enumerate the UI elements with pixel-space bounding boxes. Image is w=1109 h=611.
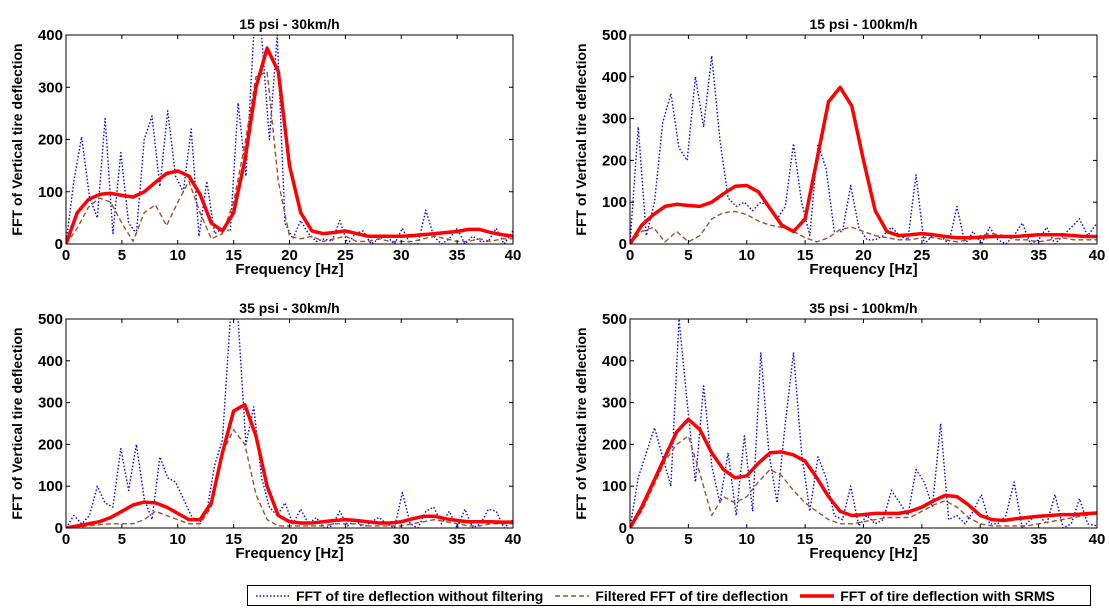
x-tick-label: 10 [169, 531, 186, 548]
y-tick-label: 200 [38, 132, 63, 149]
x-tick-label: 25 [914, 247, 931, 264]
x-tick-label: 20 [855, 531, 872, 548]
y-tick-label: 300 [602, 395, 627, 412]
legend: FFT of tire deflection without filtering… [247, 585, 1091, 606]
y-tick-label: 300 [38, 79, 63, 96]
x-tick-label: 15 [225, 247, 242, 264]
y-tick-label: 500 [38, 311, 63, 328]
y-tick-label: 100 [38, 478, 63, 495]
y-tick-label: 0 [55, 236, 63, 253]
x-tick-label: 40 [1089, 247, 1106, 264]
y-tick-label: 0 [55, 520, 63, 537]
series-line-srms [630, 85, 1097, 244]
series-line-unfiltered [630, 319, 1097, 528]
x-tick-label: 0 [62, 531, 70, 548]
series-line-filtered [630, 435, 1097, 528]
series-line-filtered [630, 210, 1097, 244]
y-tick-label: 100 [38, 184, 63, 201]
series-line-unfiltered [630, 55, 1097, 244]
legend-entry-filtered: Filtered FFT of tire deflection [555, 588, 788, 604]
x-tick-label: 15 [797, 247, 814, 264]
chart-title: 15 psi - 100km/h [809, 16, 917, 32]
plot-frame [65, 34, 514, 245]
y-tick-label: 0 [619, 520, 627, 537]
x-tick-label: 0 [626, 247, 634, 264]
y-tick-label: 200 [38, 436, 63, 453]
y-tick-label: 200 [602, 152, 627, 169]
x-axis-label: Frequency [Hz] [235, 261, 343, 278]
y-tick-label: 400 [602, 69, 627, 86]
series-line-unfiltered [66, 35, 513, 244]
legend-label-filtered: Filtered FFT of tire deflection [595, 587, 789, 604]
y-axis-label: FFT of Vertical tire deflection [9, 43, 25, 235]
y-axis-label: FFT of Vertical tire deflection [573, 327, 589, 519]
y-tick-label: 400 [38, 353, 63, 370]
legend-entry-unfiltered: FFT of tire deflection without filtering [256, 588, 543, 604]
x-tick-label: 40 [505, 531, 522, 548]
plot-frame [629, 34, 1098, 245]
x-tick-label: 0 [626, 531, 634, 548]
y-tick-label: 300 [38, 395, 63, 412]
x-tick-label: 5 [684, 531, 692, 548]
x-tick-label: 10 [169, 247, 186, 264]
y-tick-label: 200 [602, 436, 627, 453]
x-tick-label: 5 [118, 531, 126, 548]
y-tick-label: 0 [619, 236, 627, 253]
x-tick-label: 35 [1030, 247, 1047, 264]
x-tick-label: 35 [449, 531, 466, 548]
x-axis-label: Frequency [Hz] [809, 545, 917, 562]
chart-title: 35 psi - 30km/h [239, 300, 339, 316]
x-tick-label: 25 [337, 247, 354, 264]
x-tick-label: 35 [449, 247, 466, 264]
x-tick-label: 25 [337, 531, 354, 548]
x-tick-label: 30 [972, 247, 989, 264]
series-line-srms [66, 402, 513, 528]
y-tick-label: 400 [38, 27, 63, 44]
x-axis-label: Frequency [Hz] [809, 261, 917, 278]
x-axis-label: Frequency [Hz] [235, 545, 343, 562]
legend-swatch-unfiltered [256, 594, 290, 597]
legend-label-unfiltered: FFT of tire deflection without filtering [296, 587, 544, 604]
chart-title: 15 psi - 30km/h [239, 16, 339, 32]
y-axis-label: FFT of Vertical tire deflection [573, 43, 589, 235]
y-tick-label: 100 [602, 194, 627, 211]
y-tick-label: 500 [602, 27, 627, 44]
x-tick-label: 5 [118, 247, 126, 264]
series-line-srms [630, 417, 1097, 528]
legend-swatch-srms [800, 593, 835, 598]
series-line-unfiltered [66, 319, 513, 528]
x-tick-label: 20 [281, 247, 298, 264]
x-tick-label: 10 [738, 531, 755, 548]
plot-frame [65, 318, 514, 529]
x-tick-label: 40 [505, 247, 522, 264]
legend-swatch-filtered [555, 594, 590, 597]
x-tick-label: 25 [914, 531, 931, 548]
x-tick-label: 15 [797, 531, 814, 548]
x-tick-label: 5 [684, 247, 692, 264]
x-tick-label: 30 [393, 247, 410, 264]
x-tick-label: 30 [393, 531, 410, 548]
y-tick-label: 100 [602, 478, 627, 495]
chart-title: 35 psi - 100km/h [809, 300, 917, 316]
x-tick-label: 10 [738, 247, 755, 264]
y-axis-label: FFT of Vertical tire deflection [9, 327, 25, 519]
x-tick-label: 20 [855, 247, 872, 264]
x-tick-label: 0 [62, 247, 70, 264]
y-tick-label: 500 [602, 311, 627, 328]
legend-entry-srms: FFT of tire deflection with SRMS [800, 588, 1055, 604]
x-tick-label: 30 [972, 531, 989, 548]
x-tick-label: 15 [225, 531, 242, 548]
x-tick-label: 20 [281, 531, 298, 548]
x-tick-label: 40 [1089, 531, 1106, 548]
y-tick-label: 400 [602, 353, 627, 370]
series-line-srms [66, 46, 513, 244]
y-tick-label: 300 [602, 111, 627, 128]
legend-label-srms: FFT of tire deflection with SRMS [840, 587, 1055, 604]
x-tick-label: 35 [1030, 531, 1047, 548]
